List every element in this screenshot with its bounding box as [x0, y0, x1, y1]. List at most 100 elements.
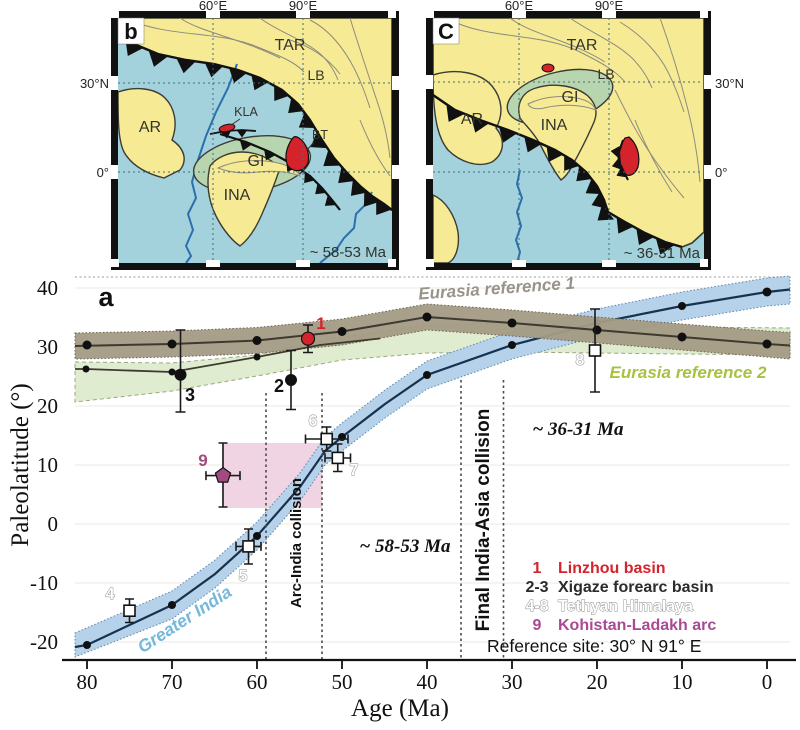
panel-letter-c: C: [438, 19, 454, 44]
greater-india-band: [74, 275, 791, 658]
label-ar-c: AR: [461, 111, 483, 128]
map-panel-c: TAR LB AR GI INA ~ 36-31 Ma C 60°E 90°E …: [426, 0, 744, 270]
parallel-0-b: 0°: [97, 165, 109, 180]
eurasia-ref2-label: Eurasia reference 2: [610, 363, 767, 382]
label-tar-b: TAR: [275, 37, 306, 54]
x-axis-title: Age (Ma): [351, 695, 449, 722]
legend-label-kohistan: Kohistan-Ladakh arc: [558, 617, 716, 634]
svg-text:60: 60: [247, 670, 268, 694]
legend-label-linzhou: Linzhou basin: [558, 560, 666, 577]
svg-text:0: 0: [762, 670, 773, 694]
legend-key-1: 1: [533, 560, 542, 577]
graticule-c: [433, 18, 704, 263]
meridian-90e-c: 90°E: [595, 0, 624, 13]
y-tick-labels: 40 30 20 10 0 -10 -20: [30, 276, 58, 654]
y-axis-title: Paleolatitude (°): [7, 383, 34, 546]
parallel-30n-c: 30°N: [715, 76, 744, 91]
frame-b: [111, 11, 399, 270]
point-8-marker: [588, 344, 602, 357]
svg-text:30: 30: [37, 335, 58, 359]
point-4-marker: [123, 604, 136, 618]
legend-key-4-8: 4-8: [525, 598, 548, 615]
panel-letter-b: b: [124, 19, 137, 44]
svg-text:0: 0: [48, 512, 59, 536]
frame-ticks-b: [111, 11, 399, 267]
point-3-marker: [174, 368, 187, 381]
label-lb-c: LB: [597, 66, 614, 82]
point-1-label: 1: [316, 314, 325, 333]
point-2-label: 2: [274, 376, 284, 396]
label-ina-b: INA: [224, 187, 251, 204]
point-4-label: 4: [106, 586, 115, 603]
legend-label-tethyan: Tethyan Himalaya: [558, 598, 693, 615]
point-8-label: 8: [576, 352, 585, 369]
legend-key-9: 9: [533, 617, 542, 634]
meridian-60e-c: 60°E: [505, 0, 534, 13]
svg-text:10: 10: [37, 453, 58, 477]
parallel-0-c: 0°: [715, 165, 727, 180]
graticule-b: [118, 18, 392, 263]
eurasia-ref1-band: [74, 303, 791, 360]
panel-letter-box-b: [117, 17, 145, 45]
point-5-marker: [242, 540, 255, 553]
point-7-label: 7: [350, 462, 359, 479]
trench-teeth-c: [433, 94, 683, 255]
arc-india-collision-label: Arc-India collision: [288, 478, 305, 608]
point-9-marker: [214, 466, 232, 483]
label-kla-b: KLA: [234, 105, 258, 119]
label-gi-b: GI: [248, 153, 265, 170]
svg-text:30: 30: [502, 670, 523, 694]
eurasia-ref1-line: [74, 315, 791, 347]
meridian-90e-b: 90°E: [289, 0, 318, 13]
eurasia-ref1-label: Eurasia reference 1: [418, 275, 576, 303]
label-gi-c: GI: [562, 89, 579, 106]
eurasia-ref2-dots: [82, 353, 261, 376]
label-ar-b: AR: [139, 119, 161, 136]
svg-text:40: 40: [37, 276, 58, 300]
point-2-marker: [285, 374, 297, 386]
x-tick-labels: 80 70 60 50 40 30 20 10 0: [77, 670, 773, 694]
age-36-31-label: ~ 36-31 Ma: [532, 419, 624, 440]
point-1-marker: [300, 331, 316, 346]
label-lb-b: LB: [307, 67, 324, 83]
label-bt-b: BT: [312, 128, 328, 142]
legend-key-2-3: 2-3: [525, 579, 548, 596]
final-collision-label: Final India-Asia collision: [473, 409, 494, 632]
x-axis-ticks: [86, 660, 768, 669]
svg-text:20: 20: [37, 394, 58, 418]
age-label-b: ~ 58-53 Ma: [310, 244, 387, 261]
point-6-label: 6: [309, 413, 318, 430]
svg-text:20: 20: [587, 670, 608, 694]
error-bars: [125, 308, 600, 624]
point-3-label: 3: [185, 385, 195, 405]
svg-text:80: 80: [77, 670, 98, 694]
point-7-marker: [331, 451, 345, 465]
svg-text:50: 50: [332, 670, 353, 694]
svg-text:-20: -20: [30, 630, 58, 654]
point-5-label: 5: [239, 568, 248, 585]
panel-letter-a: a: [98, 282, 114, 312]
meridian-60e-b: 60°E: [199, 0, 228, 13]
panel-letter-box-c: [432, 17, 460, 45]
svg-text:70: 70: [162, 670, 183, 694]
point-9-label: 9: [198, 451, 207, 470]
legend-label-xigaze: Xigaze forearc basin: [558, 579, 714, 596]
svg-text:40: 40: [417, 670, 438, 694]
label-ina-c: INA: [541, 117, 568, 134]
trench-teeth-b: [118, 32, 392, 215]
label-tar-c: TAR: [567, 37, 598, 54]
legend: 1 Linzhou basin 2-3 Xigaze forearc basin…: [487, 560, 716, 656]
frame-c: [426, 11, 711, 270]
kla-leader-b: [230, 118, 241, 126]
frame-ticks-c: [426, 11, 711, 267]
parallel-30n-b: 30°N: [80, 76, 109, 91]
paleolatitude-chart: Arc-India collision Final India-Asia col…: [7, 275, 796, 722]
map-panel-b: TAR LB AR GI INA KLA BT ~ 58-53 Ma b 60°…: [80, 0, 399, 270]
svg-text:-10: -10: [30, 571, 58, 595]
bt-leader-b: [306, 141, 315, 151]
linzhou-red-dot-c: [541, 63, 555, 73]
svg-text:10: 10: [672, 670, 693, 694]
age-label-c: ~ 36-31 Ma: [624, 245, 701, 262]
age-58-53-label: ~ 58-53 Ma: [359, 536, 451, 557]
